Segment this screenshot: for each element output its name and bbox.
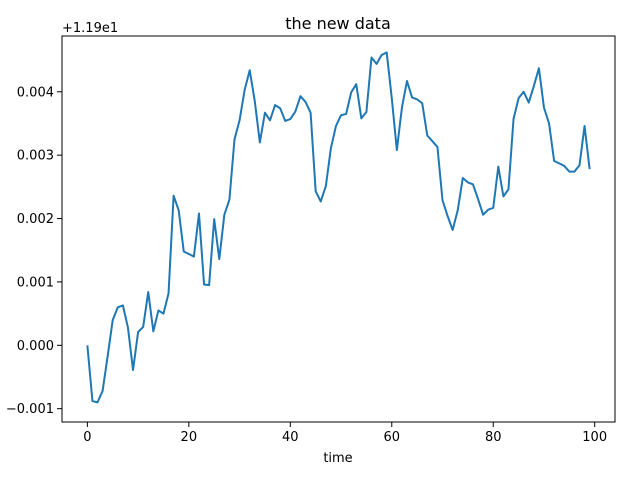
chart-title: the new data (285, 14, 391, 33)
x-axis-label: time (323, 451, 352, 466)
x-tick-label-0: 0 (83, 430, 91, 445)
plot-area: 0 20 40 60 80 100 −0.001 0.000 0.001 0.002 0.003 0.… (6, 35, 616, 445)
y-tick-label-5: 0.004 (17, 85, 54, 100)
x-tick-label-40: 40 (282, 430, 299, 445)
x-tick-label-20: 20 (181, 430, 198, 445)
y-tick-label-3: 0.002 (17, 212, 54, 227)
axes-frame (61, 35, 616, 423)
y-tick-label-0: −0.001 (6, 402, 54, 417)
y-offset-label: +1.19e1 (62, 21, 118, 36)
y-tick-label-2: 0.001 (17, 275, 54, 290)
x-tick-label-60: 60 (383, 430, 400, 445)
y-tick-label-1: 0.000 (17, 339, 54, 354)
series-line-0 (86, 51, 591, 404)
x-tick-label-100: 100 (582, 430, 607, 445)
y-tick-label-4: 0.003 (17, 149, 54, 164)
x-tick-label-80: 80 (485, 430, 502, 445)
